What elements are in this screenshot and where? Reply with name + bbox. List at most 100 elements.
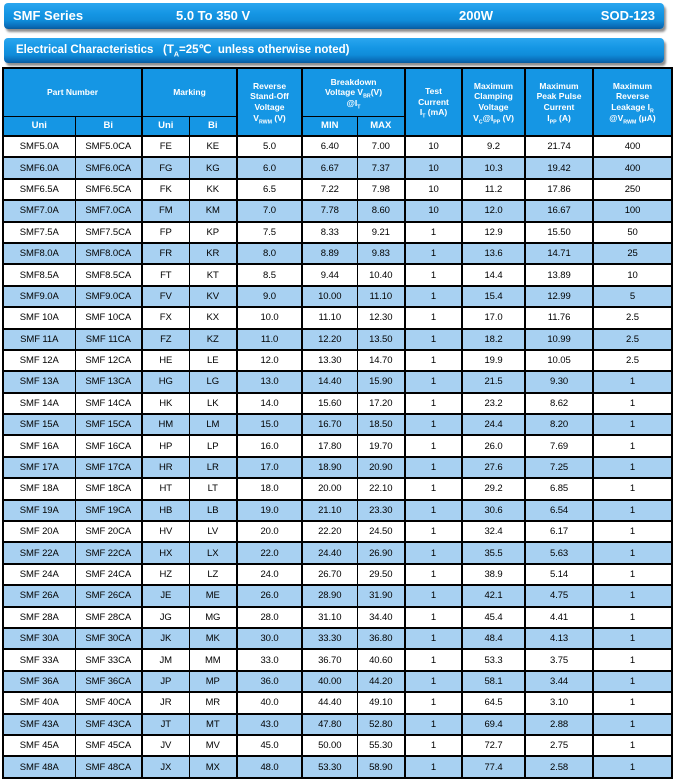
table-cell: SMF8.0A (2, 241, 76, 266)
table-cell: FR (141, 241, 190, 266)
table-cell: 19.9 (461, 348, 526, 373)
table-cell: 69.4 (461, 712, 526, 736)
package-label: SOD-123 (600, 8, 655, 23)
table-cell: 16.67 (524, 199, 594, 223)
table-cell: LV (188, 520, 238, 544)
table-cell: 1 (592, 541, 673, 565)
table-cell: LG (188, 370, 238, 394)
table-cell: 8.20 (524, 413, 594, 437)
table-cell: 7.69 (524, 434, 594, 458)
table-cell: 22.10 (356, 477, 406, 501)
table-cell: 44.40 (301, 691, 358, 715)
table-cell: SMF 30CA (74, 626, 143, 651)
table-cell: 13.6 (461, 241, 526, 266)
table-cell: 48.4 (461, 626, 526, 651)
table-cell: 36.0 (236, 669, 303, 694)
table-cell: 5.0 (236, 134, 303, 159)
table-row: SMF 10A SMF 10CA FX KX 10.0 11.10 12.30 1 17.0 11… (2, 306, 673, 330)
table-cell: SMF 20CA (74, 520, 143, 544)
table-cell: 24.50 (356, 520, 406, 544)
table-cell: KK (188, 177, 238, 202)
table-cell: SMF 12A (2, 348, 76, 373)
table-row: SMF7.5A SMF7.5CA FP KP 7.5 8.33 9.21 1 12.9 15.50… (2, 220, 673, 244)
table-cell: SMF 15A (2, 413, 76, 437)
table-cell: FK (141, 177, 190, 202)
table-cell: 48.0 (236, 755, 303, 779)
table-cell: 34.40 (356, 605, 406, 630)
table-cell: 10.40 (356, 263, 406, 287)
table-cell: 15.50 (524, 220, 594, 244)
table-cell: 6.85 (524, 477, 594, 501)
subheader-part-bi: Bi (74, 116, 143, 137)
table-cell: 1 (404, 391, 463, 416)
table-cell: 2.58 (524, 755, 594, 779)
table-cell: SMF 13A (2, 370, 76, 394)
table-cell: 1 (404, 626, 463, 651)
table-cell: 15.0 (236, 413, 303, 437)
table-cell: SMF 12CA (74, 348, 143, 373)
table-cell: SMF 19A (2, 498, 76, 523)
table-cell: 7.22 (301, 177, 358, 202)
table-row: SMF 30A SMF 30CA JK MK 30.0 33.30 36.80 1 48.4 4.… (2, 626, 673, 651)
table-cell: 24.4 (461, 413, 526, 437)
table-cell: SMF 18A (2, 477, 76, 501)
table-cell: SMF 11CA (74, 327, 143, 351)
table-cell: 11.10 (301, 306, 358, 330)
table-cell: 17.86 (524, 177, 594, 202)
table-cell: HX (141, 541, 190, 565)
table-cell: SMF 40CA (74, 691, 143, 715)
table-cell: 2.5 (592, 327, 673, 351)
table-row: SMF 43A SMF 43CA JT MT 43.0 47.80 52.80 1 69.4 2.… (2, 712, 673, 736)
table-cell: 30.0 (236, 626, 303, 651)
table-cell: SMF 22CA (74, 541, 143, 565)
table-cell: JE (141, 584, 190, 608)
table-cell: SMF6.5CA (74, 177, 143, 202)
table-cell: 14.4 (461, 263, 526, 287)
table-cell: 9.2 (461, 134, 526, 159)
table-cell: 10 (592, 263, 673, 287)
table-cell: 7.78 (301, 199, 358, 223)
table-cell: 21.74 (524, 134, 594, 159)
subheader-max: MAX (356, 116, 406, 137)
table-cell: 11.76 (524, 306, 594, 330)
table-cell: 47.80 (301, 712, 358, 736)
table-cell: MG (188, 605, 238, 630)
table-cell: 2.88 (524, 712, 594, 736)
table-cell: 9.30 (524, 370, 594, 394)
table-cell: HR (141, 455, 190, 480)
table-cell: 1 (404, 327, 463, 351)
table-cell: 1 (592, 755, 673, 779)
table-cell: 18.90 (301, 455, 358, 480)
table-cell: 26.0 (236, 584, 303, 608)
table-cell: HP (141, 434, 190, 458)
table-cell: 1 (404, 263, 463, 287)
table-cell: 1 (404, 584, 463, 608)
table-cell: LP (188, 434, 238, 458)
table-cell: 19.0 (236, 498, 303, 523)
table-cell: 1 (592, 477, 673, 501)
table-cell: 21.5 (461, 370, 526, 394)
table-cell: 42.1 (461, 584, 526, 608)
table-cell: 5.63 (524, 541, 594, 565)
table-cell: 7.0 (236, 199, 303, 223)
table-cell: 12.99 (524, 284, 594, 309)
table-cell: 9.21 (356, 220, 406, 244)
table-cell: 13.30 (301, 348, 358, 373)
table-cell: LR (188, 455, 238, 480)
table-cell: SMF7.0A (2, 199, 76, 223)
table-cell: MV (188, 733, 238, 758)
table-cell: MR (188, 691, 238, 715)
table-cell: SMF 10A (2, 306, 76, 330)
table-row: SMF 17A SMF 17CA HR LR 17.0 18.90 20.90 1 27.6 7.… (2, 455, 673, 480)
table-cell: 1 (404, 691, 463, 715)
table-row: SMF8.0A SMF8.0CA FR KR 8.0 8.89 9.83 1 13.6 14.71… (2, 241, 673, 266)
table-cell: 1 (404, 348, 463, 373)
table-cell: 13.0 (236, 370, 303, 394)
table-cell: SMF 14CA (74, 391, 143, 416)
table-cell: 3.44 (524, 669, 594, 694)
table-cell: 12.20 (301, 327, 358, 351)
table-cell: SMF 20A (2, 520, 76, 544)
table-cell: KP (188, 220, 238, 244)
table-cell: SMF5.0CA (74, 134, 143, 159)
